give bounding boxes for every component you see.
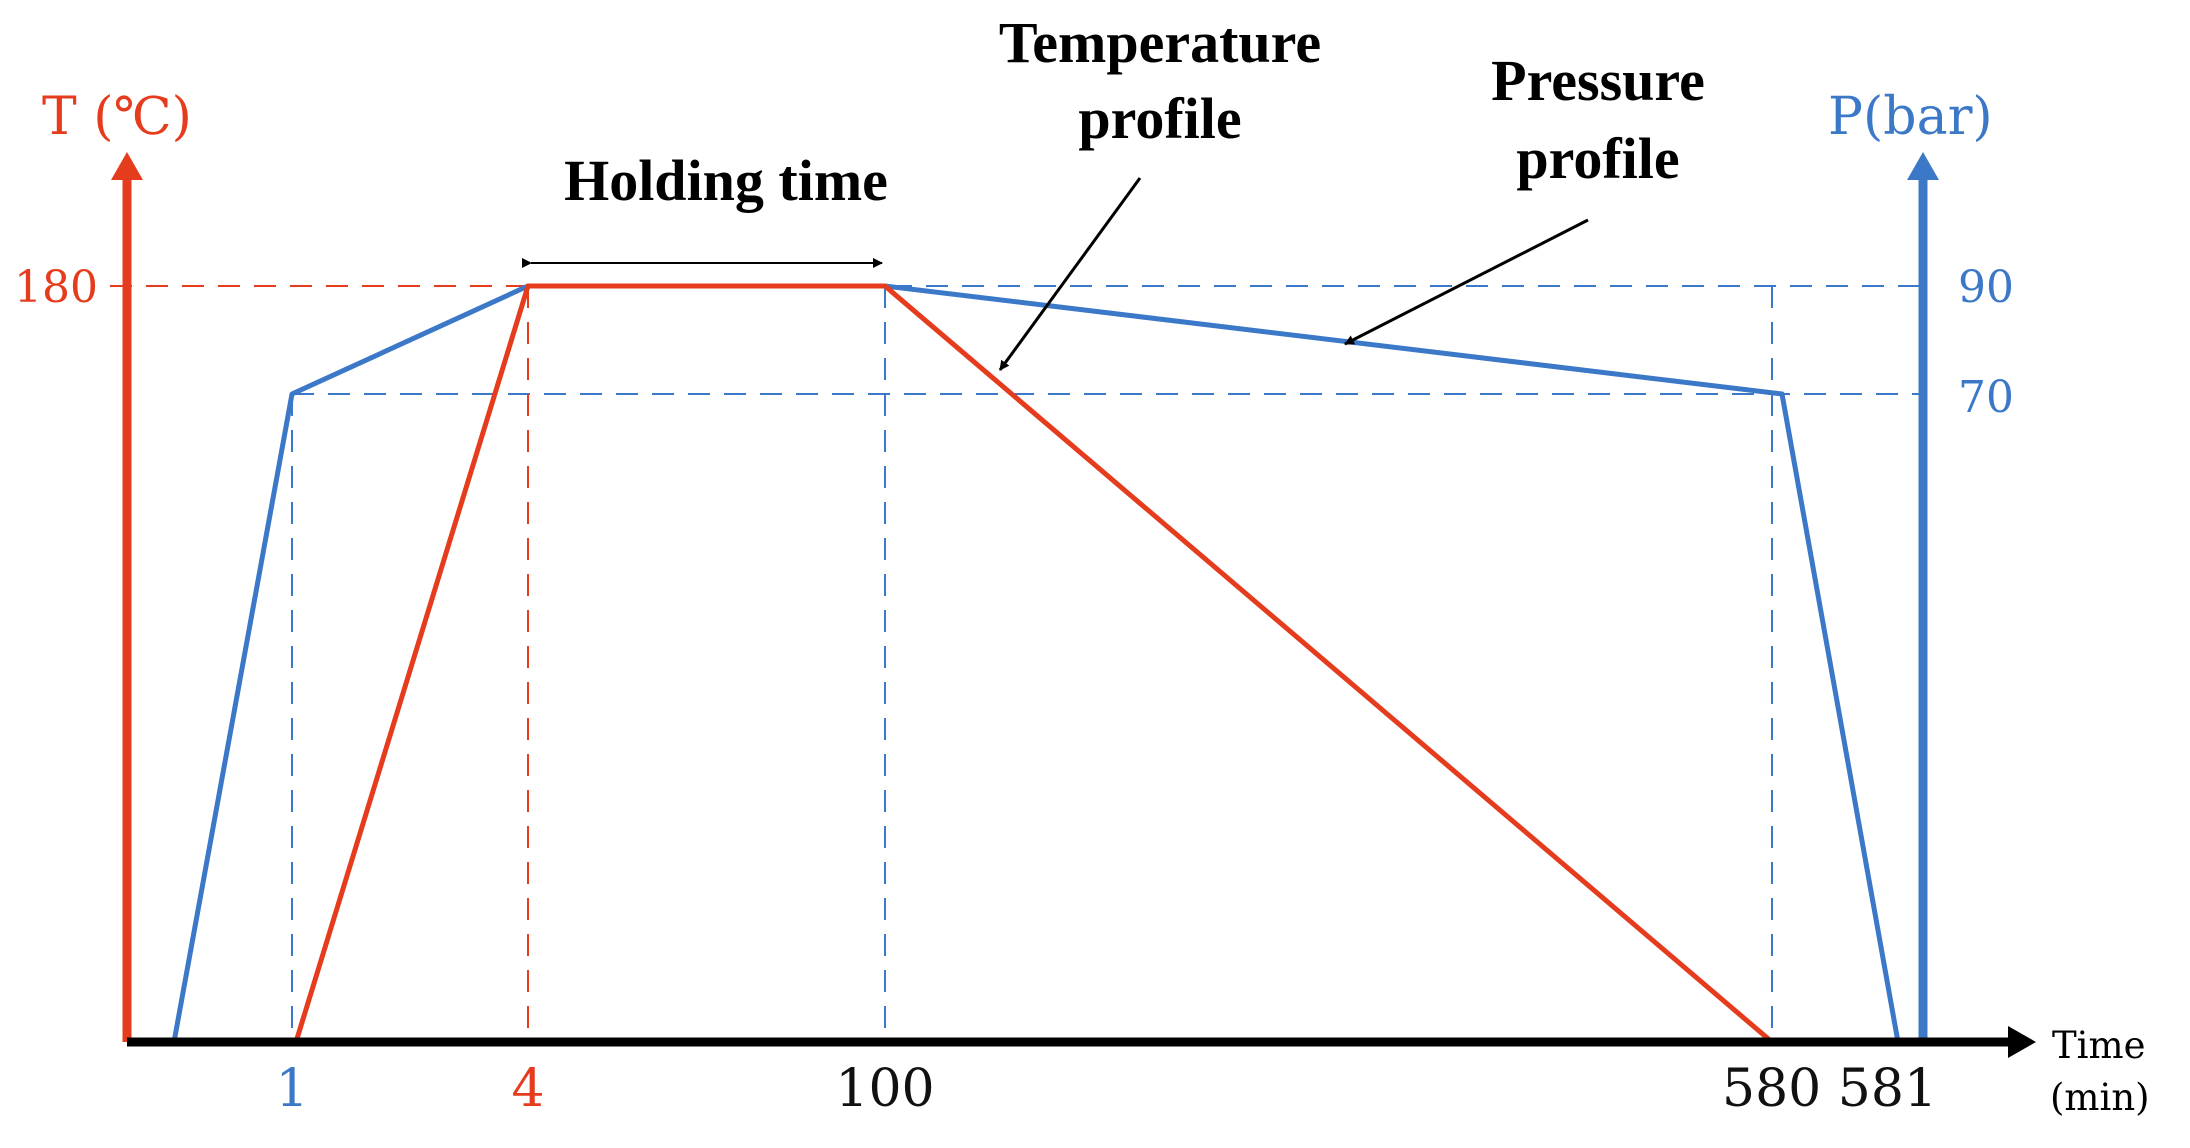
time-tick-580-581: 580 581 <box>1722 1059 1937 1119</box>
time-axis-unit: (min) <box>2050 1076 2150 1119</box>
time-tick-100: 100 <box>835 1059 934 1119</box>
time-axis-title: Time <box>2052 1024 2146 1067</box>
pressure-profile-label-line2: profile <box>1516 126 1679 191</box>
guide-lines <box>110 285 1925 1042</box>
temperature-profile-pointer <box>998 177 1142 371</box>
time-tick-4: 4 <box>511 1059 544 1119</box>
pressure-axis-title: P(bar) <box>1828 87 1993 147</box>
time-tick-1: 1 <box>275 1059 308 1119</box>
pressure-axis-arrowhead <box>1907 152 1939 180</box>
temp-tick-180: 180 <box>14 262 98 313</box>
temperature-profile-line <box>293 283 1774 1044</box>
holding-time-label: Holding time <box>564 148 888 213</box>
temperature-profile-label-line1: Temperature <box>999 10 1321 75</box>
temperature-axis-title: T (℃) <box>42 87 192 147</box>
temperature-axis-arrowhead <box>111 152 143 180</box>
pressure-profile-pointer <box>1344 218 1589 346</box>
pressure-tick-70: 70 <box>1958 372 2014 423</box>
temperature-profile-label-line2: profile <box>1078 86 1241 151</box>
pressure-tick-90: 90 <box>1958 262 2014 313</box>
time-axis-arrowhead <box>2008 1026 2036 1058</box>
pressure-profile-label-line1: Pressure <box>1491 48 1705 113</box>
